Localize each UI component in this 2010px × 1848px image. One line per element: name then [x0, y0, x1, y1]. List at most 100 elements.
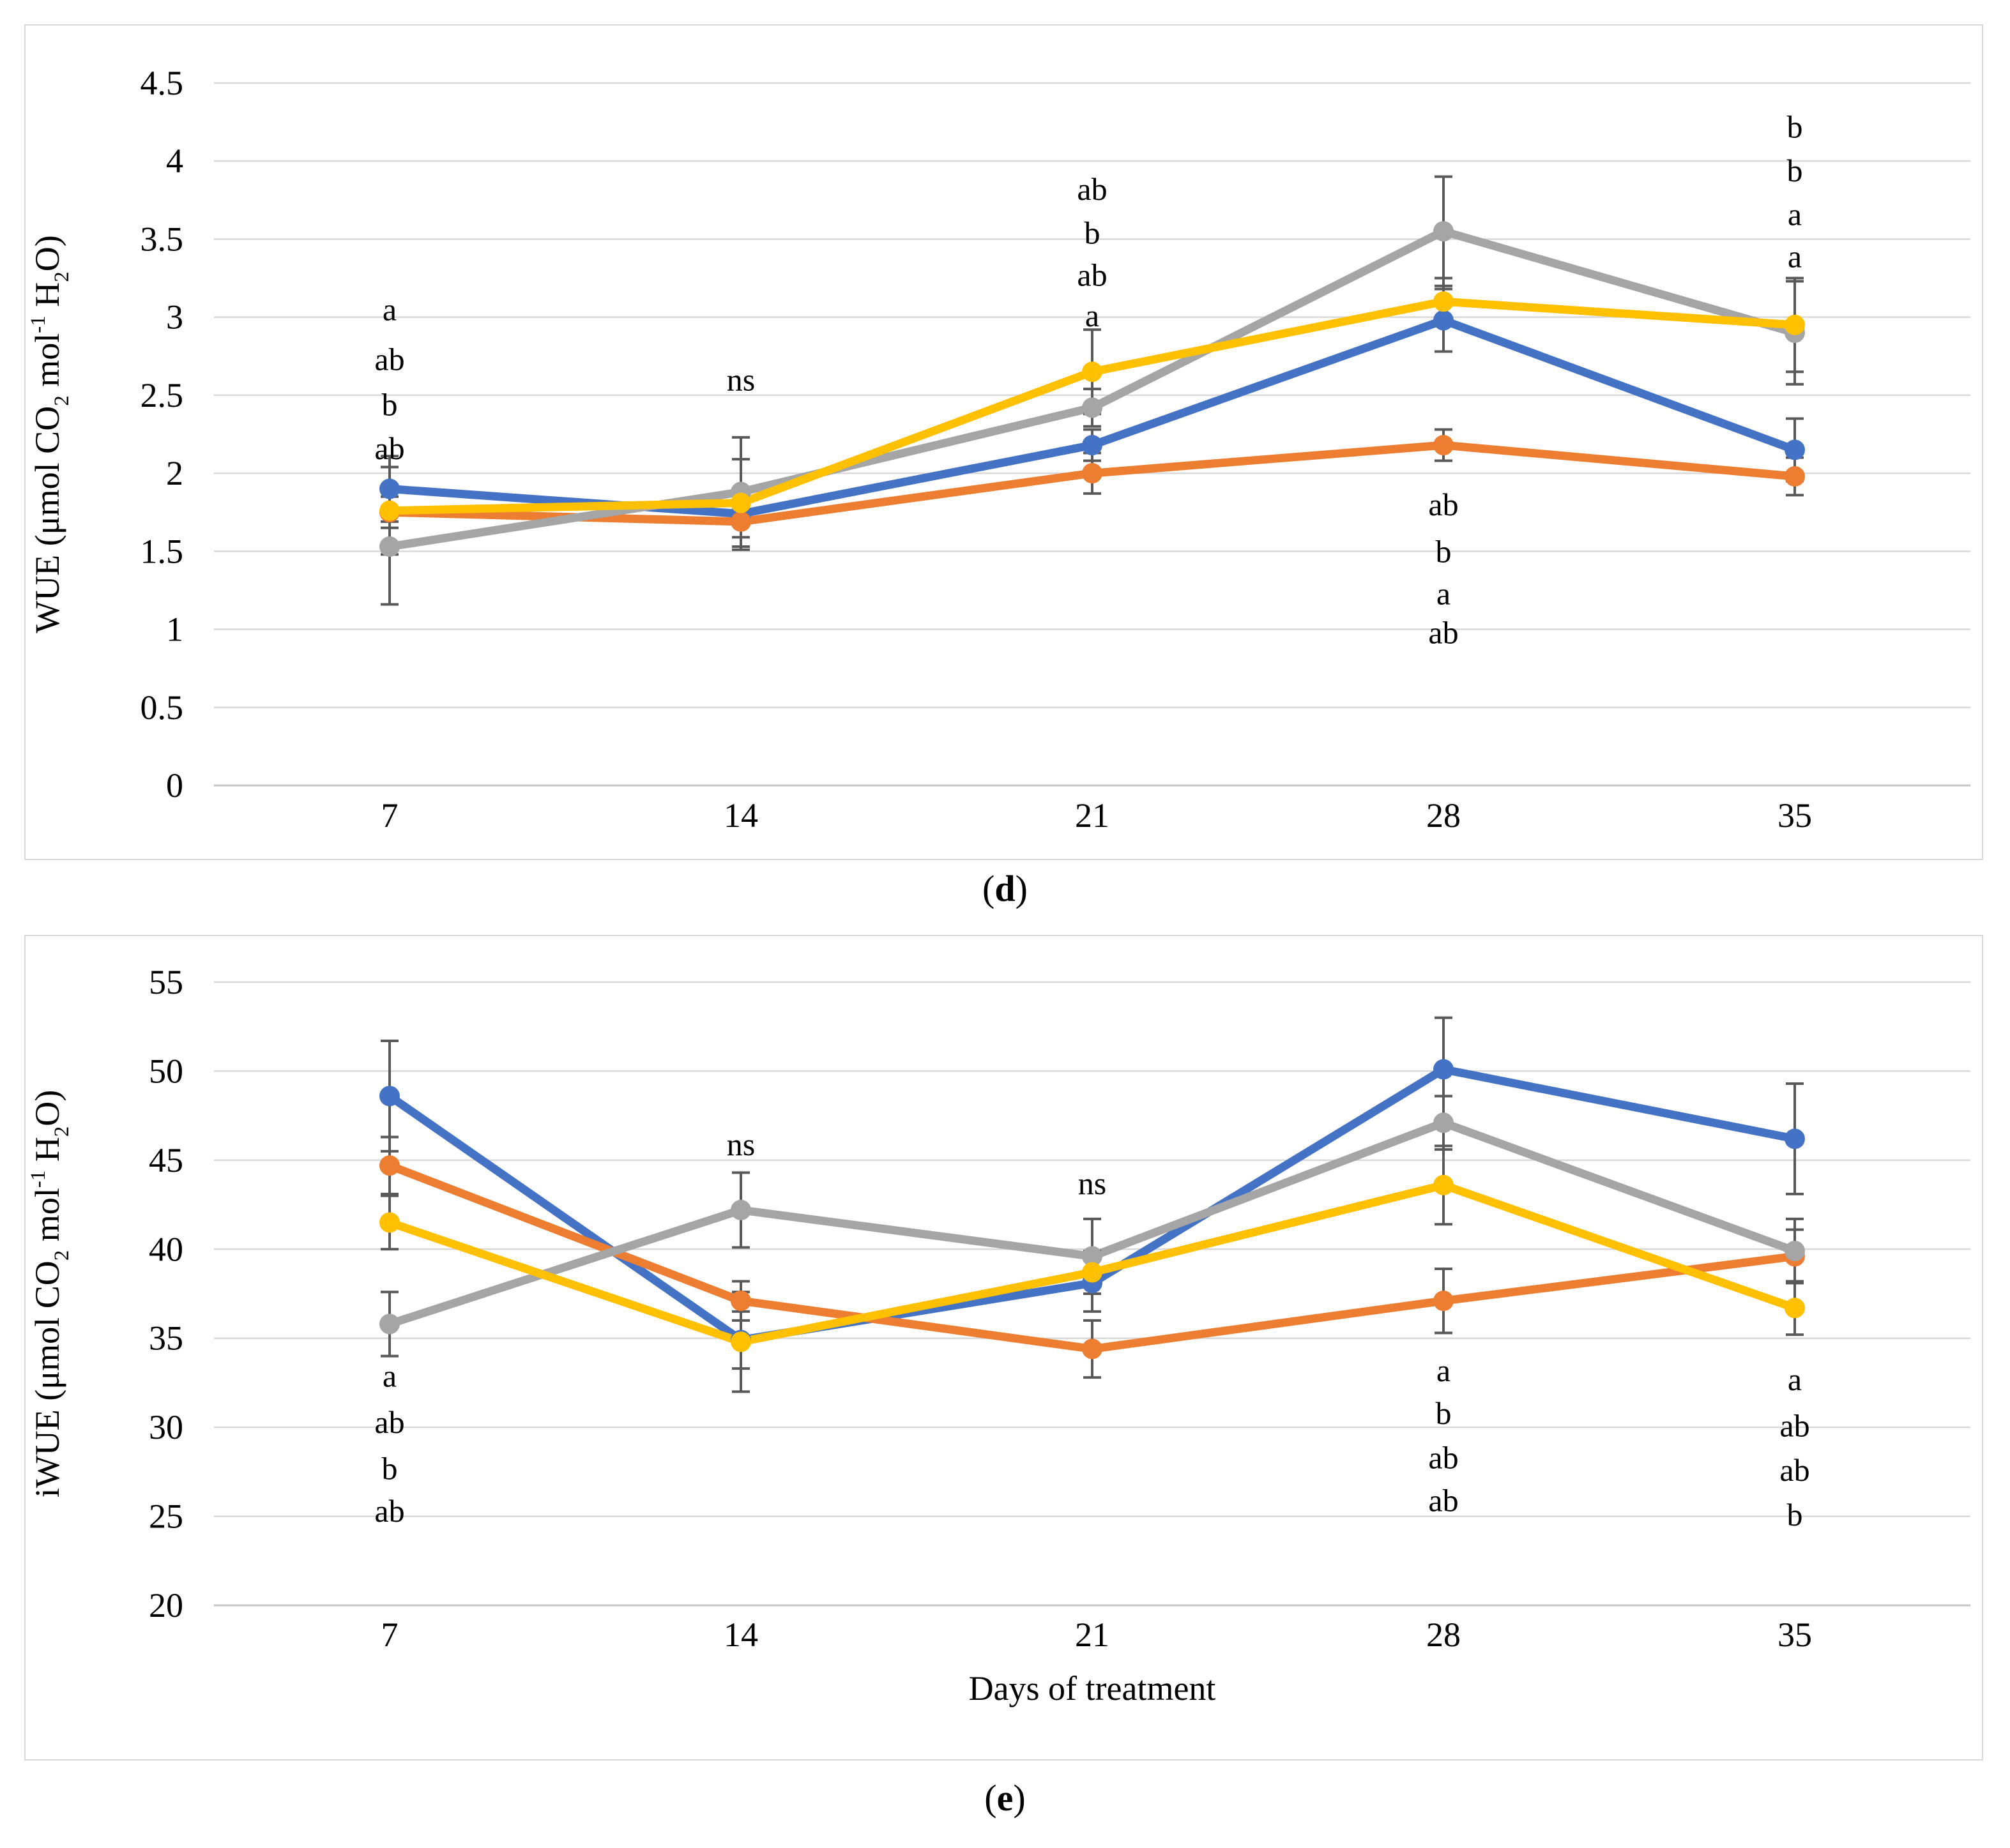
- significance-letter: b: [1085, 215, 1100, 251]
- data-point-yellow: [1785, 1298, 1805, 1319]
- y-tick-label: 50: [149, 1052, 183, 1090]
- data-point-gray: [1433, 221, 1454, 242]
- significance-letter: ab: [1077, 257, 1107, 293]
- data-point-orange: [379, 1155, 400, 1176]
- data-point-orange: [1082, 463, 1102, 484]
- x-axis-tick-labels: 7 14 21 28 35: [381, 796, 1813, 835]
- chart-box-iwue: 55 50 45 40 35 30 25 20 iWUE (μmol CO2 mol-1 H2O…: [24, 935, 1983, 1761]
- x-tick-label: 7: [381, 796, 399, 835]
- panel-d-close-paren: ): [1015, 868, 1028, 909]
- x-tick-label: 35: [1778, 1616, 1812, 1654]
- y-tick-label: 4: [166, 142, 183, 180]
- data-point-blue: [1082, 435, 1102, 456]
- significance-letter: a: [1788, 196, 1802, 232]
- y-tick-label: 20: [149, 1586, 183, 1625]
- significance-letter: ab: [1779, 1452, 1809, 1488]
- x-tick-label: 14: [724, 796, 758, 835]
- significance-letter: ab: [374, 430, 404, 466]
- significance-letter: ab: [1779, 1407, 1809, 1443]
- y-axis-tick-labels: 4.5 4 3.5 3 2.5 2 1.5 1 0.5 0: [141, 64, 184, 805]
- y-tick-label: 1.5: [141, 532, 184, 570]
- y-tick-label: 3.5: [141, 220, 184, 258]
- significance-letter: a: [1436, 1352, 1450, 1388]
- data-point-gray: [1082, 1246, 1102, 1267]
- y-axis-title: iWUE (μmol CO2 mol-1 H2O): [27, 1090, 73, 1497]
- y-tick-label: 0.5: [141, 688, 184, 727]
- y-tick-label: 35: [149, 1319, 183, 1358]
- x-tick-label: 28: [1426, 1616, 1461, 1654]
- y-tick-label: 0: [166, 766, 183, 805]
- data-point-orange: [1785, 466, 1805, 487]
- significance-letter: b: [1787, 153, 1803, 188]
- y-axis-title: WUE (μmol CO2 mol-1 H2O): [27, 235, 73, 633]
- data-point-yellow: [379, 1212, 400, 1233]
- significance-letter: ab: [1077, 171, 1107, 207]
- data-point-gray: [1785, 1241, 1805, 1262]
- data-point-blue: [379, 478, 400, 499]
- data-point-blue: [1433, 310, 1454, 331]
- data-point-gray: [731, 1199, 751, 1220]
- significance-letter: b: [1787, 109, 1803, 144]
- x-tick-label: 7: [381, 1616, 399, 1654]
- significance-letter: ab: [374, 1493, 404, 1529]
- data-point-blue: [379, 1086, 400, 1107]
- significance-letter: a: [383, 291, 397, 327]
- data-points-group: [379, 221, 1805, 557]
- data-point-blue: [1433, 1059, 1454, 1080]
- data-point-gray: [1082, 397, 1102, 418]
- x-tick-label: 21: [1075, 1616, 1109, 1654]
- data-point-blue: [1785, 1128, 1805, 1149]
- significance-letter: b: [1436, 1395, 1452, 1431]
- data-point-yellow: [1082, 361, 1102, 382]
- y-axis-tick-labels: 55 50 45 40 35 30 25 20: [149, 963, 183, 1625]
- chart-box-wue: 4.5 4 3.5 3 2.5 2 1.5 1 0.5 0 WUE (μmol CO2 mol-1 …: [24, 24, 1983, 860]
- significance-letter: ab: [1428, 1440, 1458, 1476]
- significance-letter: ab: [374, 342, 404, 377]
- data-point-gray: [379, 1314, 400, 1335]
- data-point-yellow: [731, 492, 751, 513]
- x-tick-label: 21: [1075, 796, 1109, 835]
- significance-letter: ns: [727, 361, 755, 397]
- y-tick-label: 55: [149, 963, 183, 1001]
- x-tick-label: 28: [1426, 796, 1461, 835]
- significance-letter: a: [383, 1358, 397, 1393]
- x-axis-title: Days of treatment: [969, 1669, 1216, 1708]
- panel-e-open-paren: (: [984, 1777, 997, 1819]
- data-point-yellow: [731, 1331, 751, 1352]
- data-point-orange: [1433, 435, 1454, 456]
- significance-letter: ab: [1428, 1482, 1458, 1518]
- y-tick-label: 4.5: [141, 64, 184, 102]
- y-tick-label: 2: [166, 454, 183, 492]
- significance-letter: ns: [1078, 1165, 1106, 1201]
- panel-d-open-paren: (: [982, 868, 995, 909]
- significance-letter: a: [1085, 298, 1099, 333]
- y-tick-label: 30: [149, 1408, 183, 1446]
- significance-letter: a: [1436, 575, 1450, 611]
- data-point-yellow: [379, 500, 400, 521]
- data-point-gray: [379, 536, 400, 557]
- data-point-yellow: [1785, 314, 1805, 335]
- y-tick-label: 25: [149, 1497, 183, 1536]
- error-bars-group: [381, 1016, 1804, 1393]
- data-points-group: [379, 1059, 1805, 1359]
- data-point-yellow: [1433, 1174, 1454, 1195]
- data-point-blue: [1785, 439, 1805, 460]
- data-point-orange: [1082, 1338, 1102, 1359]
- iwue-line-chart: 55 50 45 40 35 30 25 20 iWUE (μmol CO2 mol-1 H2O…: [27, 963, 1970, 1708]
- panel-label-d: (d): [0, 867, 2010, 910]
- panel-label-e: (e): [0, 1776, 2010, 1819]
- y-tick-label: 45: [149, 1141, 183, 1179]
- x-axis-tick-labels: 7 14 21 28 35: [381, 1616, 1813, 1654]
- significance-letter: b: [1787, 1497, 1803, 1533]
- data-point-orange: [731, 1291, 751, 1312]
- gridlines-group: [214, 981, 1970, 1607]
- panel-e-letter: e: [996, 1777, 1014, 1819]
- x-tick-label: 14: [724, 1616, 758, 1654]
- y-tick-label: 40: [149, 1230, 183, 1268]
- data-point-yellow: [1433, 291, 1454, 312]
- significance-letter: ab: [1428, 487, 1458, 522]
- y-tick-label: 1: [166, 610, 183, 649]
- x-tick-label: 35: [1778, 796, 1812, 835]
